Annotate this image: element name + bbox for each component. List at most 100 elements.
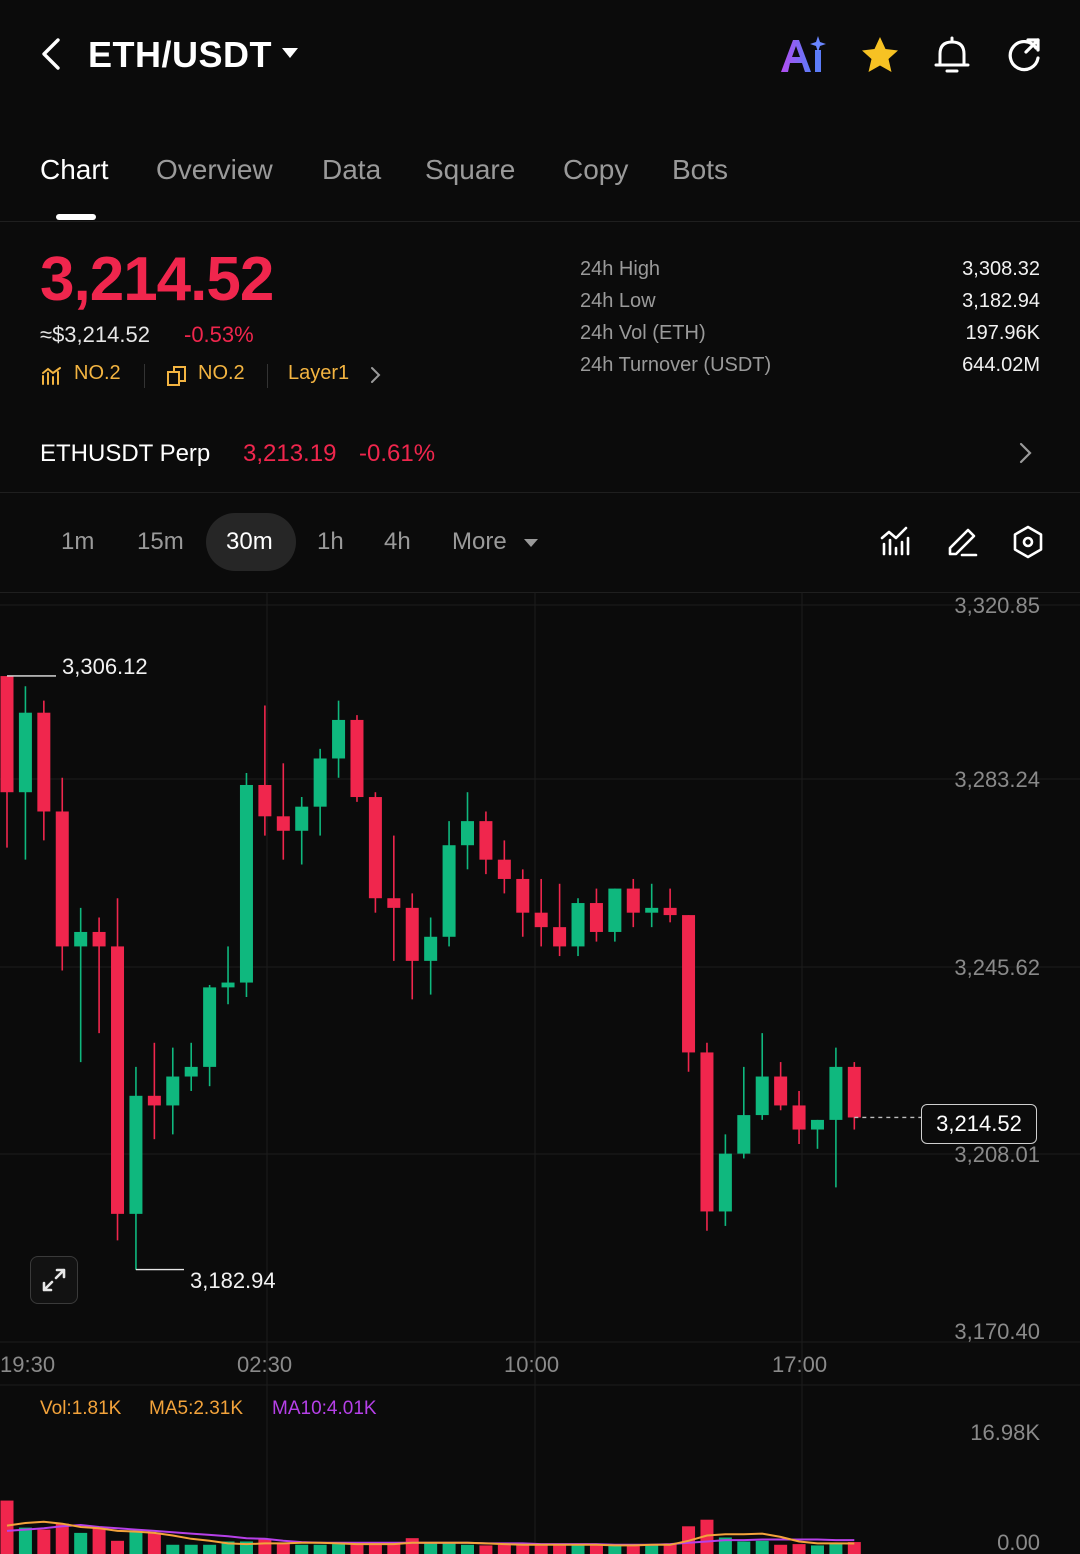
candle-body: [258, 784, 272, 817]
share-icon[interactable]: [1000, 32, 1048, 80]
volume-bar: [645, 1544, 659, 1554]
candle-body: [737, 1115, 751, 1154]
volume-bar: [332, 1544, 346, 1554]
interval-1h[interactable]: 1h: [317, 528, 344, 555]
candle-body: [626, 888, 640, 913]
volume-bar: [792, 1544, 806, 1554]
volume-bar: [774, 1544, 788, 1554]
tabs-divider: [0, 221, 1080, 222]
interval-1m[interactable]: 1m: [61, 528, 95, 555]
high-marker-label: 3,306.12: [62, 654, 148, 679]
volume-bar: [424, 1543, 438, 1554]
candle-body: [589, 903, 603, 932]
candle-body: [368, 797, 382, 899]
favorite-star-icon[interactable]: [856, 32, 904, 80]
candle-body: [18, 712, 32, 793]
hot-rank-tag[interactable]: NO.2: [74, 362, 121, 384]
candle-body: [129, 1095, 143, 1214]
candle-body: [74, 931, 88, 947]
ma5-line: [6, 1520, 855, 1547]
copy-rank-icon: [165, 364, 189, 388]
candle-body: [663, 907, 677, 916]
candle-body: [424, 936, 438, 961]
volume-bar: [276, 1543, 290, 1554]
volume-bar: [718, 1537, 732, 1554]
candle-body: [571, 903, 585, 947]
tab-bots[interactable]: Bots: [672, 154, 729, 185]
candle-body: [147, 1095, 161, 1106]
y-tick-label: 3,170.40: [954, 1319, 1040, 1344]
volume-bar: [810, 1545, 824, 1554]
candle-body: [442, 845, 456, 937]
candle-body: [203, 987, 217, 1067]
volume-bar: [184, 1544, 198, 1554]
more-caret-icon[interactable]: [524, 539, 538, 547]
tab-overview[interactable]: Overview: [156, 154, 273, 185]
interval-30m[interactable]: 30m: [226, 528, 273, 555]
volume-bar: [258, 1539, 272, 1554]
draw-pen-icon[interactable]: [942, 522, 982, 562]
volume-bar: [663, 1543, 677, 1554]
fullscreen-expand-icon[interactable]: [30, 1256, 78, 1304]
chevron-right-icon[interactable]: [1016, 440, 1036, 466]
stat-label-volume: 24h Vol (ETH): [580, 322, 706, 344]
volume-bar: [497, 1544, 511, 1554]
tab-copy[interactable]: Copy: [563, 154, 629, 185]
volume-bar: [608, 1545, 622, 1554]
volume-bar: [37, 1529, 51, 1554]
volume-bar: [221, 1541, 235, 1554]
y-tick-label: 3,208.01: [954, 1142, 1040, 1167]
interval-4h[interactable]: 4h: [384, 528, 411, 555]
perp-name[interactable]: ETHUSDT Perp: [40, 440, 211, 467]
tab-square[interactable]: Square: [425, 154, 516, 185]
alert-bell-icon[interactable]: [928, 32, 976, 80]
chevron-right-icon[interactable]: [368, 364, 384, 386]
volume-bar: [203, 1544, 217, 1554]
stat-value-high: 3,308.32: [962, 258, 1040, 280]
price-usd-equivalent: ≈$3,214.52: [40, 322, 150, 347]
tag-separator: [267, 364, 268, 388]
candle-body: [810, 1119, 824, 1130]
active-interval-pill: [206, 513, 296, 571]
volume-bar: [55, 1523, 69, 1554]
back-icon[interactable]: [36, 34, 72, 74]
x-tick-label: 02:30: [237, 1352, 293, 1377]
indicators-icon[interactable]: [876, 522, 916, 562]
volume-bar: [350, 1543, 364, 1554]
tag-separator: [144, 364, 145, 388]
volume-bar: [626, 1544, 640, 1554]
volume-bar: [129, 1530, 143, 1554]
candle-body: [516, 878, 530, 913]
candle-body: [497, 859, 511, 879]
volume-bar: [442, 1543, 456, 1554]
volume-bar: [461, 1544, 474, 1554]
tab-chart[interactable]: Chart: [40, 154, 109, 185]
price-change-percent: -0.53%: [184, 322, 254, 347]
candle-body: [479, 821, 493, 860]
candle-body: [829, 1066, 843, 1120]
candle-body: [295, 806, 309, 831]
candle-body: [461, 821, 474, 846]
pair-title[interactable]: ETH/USDT: [88, 34, 272, 75]
volume-bar: [368, 1544, 382, 1554]
copy-rank-tag[interactable]: NO.2: [198, 362, 245, 384]
ma5-label: MA5:2.31K: [149, 1398, 243, 1419]
candle-body: [332, 719, 346, 759]
candle-body: [792, 1105, 806, 1130]
volume-bar: [553, 1544, 567, 1554]
volume-bar: [737, 1541, 751, 1554]
candle-body: [221, 982, 235, 988]
candle-body: [37, 712, 51, 812]
stat-label-turnover: 24h Turnover (USDT): [580, 354, 772, 376]
candlestick-chart[interactable]: [0, 592, 1080, 1554]
sector-tag[interactable]: Layer1: [288, 362, 350, 384]
interval-more[interactable]: More: [452, 528, 507, 555]
ai-assistant-icon[interactable]: [778, 32, 826, 80]
interval-15m[interactable]: 15m: [137, 528, 184, 555]
tab-data[interactable]: Data: [322, 154, 382, 185]
volume-bar: [166, 1544, 180, 1554]
x-tick-label: 10:00: [504, 1352, 560, 1377]
volume-bar: [111, 1540, 125, 1554]
pair-dropdown-caret-icon[interactable]: [282, 48, 298, 58]
chart-settings-icon[interactable]: [1008, 522, 1048, 562]
